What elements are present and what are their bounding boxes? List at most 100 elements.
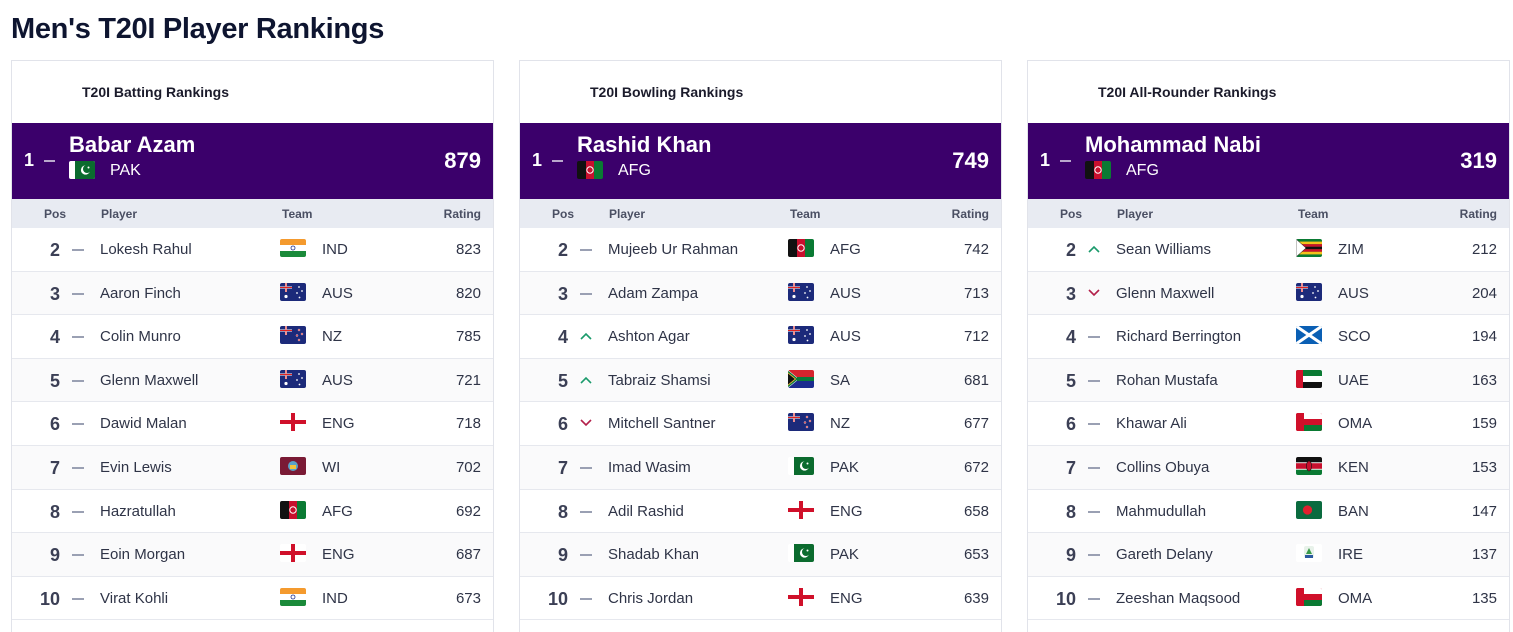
player-name-link[interactable]: Chris Jordan [608, 589, 694, 607]
table-row[interactable]: 9 Gareth Delany IRE 137 [1028, 533, 1509, 577]
player-name-link[interactable]: Mahmudullah [1116, 502, 1207, 520]
table-row[interactable]: 7 Evin Lewis WI 702 [12, 445, 493, 490]
team-code: AFG [830, 241, 861, 258]
table-row[interactable]: 5 Rohan Mustafa UAE 163 [1028, 358, 1509, 403]
table-row[interactable]: 3 Aaron Finch AUS 820 [12, 271, 493, 316]
table-header: Pos Player Team Rating [520, 199, 1001, 228]
leader-name[interactable]: Mohammad Nabi [1085, 132, 1262, 157]
player-name-link[interactable]: Mitchell Santner [608, 415, 716, 433]
table-row[interactable]: 8 Mahmudullah BAN 147 [1028, 489, 1509, 534]
row-position: 3 [1065, 283, 1076, 304]
table-row[interactable]: 4 Richard Berrington SCO 194 [1028, 315, 1509, 359]
leader-row[interactable]: 1 Rashid Khan AFG 749 [520, 123, 1001, 199]
row-position: 3 [557, 283, 568, 304]
table-row[interactable]: 6 Dawid Malan ENG 718 [12, 402, 493, 446]
player-name-link[interactable]: Adam Zampa [608, 284, 699, 302]
player-name-link[interactable]: Imad Wasim [608, 458, 691, 476]
player-name-link[interactable]: Tabraiz Shamsi [608, 371, 711, 389]
rankings-list: 2 Lokesh Rahul IND 823 3 Aaron Finch AUS 820 4 Co… [12, 228, 493, 621]
table-row[interactable]: 2 Lokesh Rahul IND 823 [12, 228, 493, 272]
player-name-link[interactable]: Glenn Maxwell [1116, 284, 1215, 302]
move-same-icon [72, 249, 84, 261]
table-row[interactable]: 5 Tabraiz Shamsi SA 681 [520, 358, 1001, 403]
player-name-link[interactable]: Ashton Agar [608, 328, 690, 346]
move-same-icon [580, 597, 592, 610]
row-position: 5 [49, 370, 60, 391]
table-row[interactable]: 9 Eoin Morgan ENG 687 [12, 533, 493, 577]
move-same-icon [1088, 423, 1100, 435]
table-row[interactable]: 8 Hazratullah AFG 692 [12, 489, 493, 534]
table-row[interactable]: 6 Khawar Ali OMA 159 [1028, 402, 1509, 446]
afg-flag [577, 161, 603, 179]
leader-name[interactable]: Babar Azam [69, 132, 196, 157]
table-row[interactable]: 4 Ashton Agar AUS 712 [520, 315, 1001, 359]
player-name-link[interactable]: Sean Williams [1116, 241, 1212, 258]
table-row[interactable]: 8 Adil Rashid ENG 658 [520, 489, 1001, 534]
team-code: ENG [830, 589, 863, 607]
ire-flag [1296, 544, 1322, 563]
move-same-icon [580, 249, 592, 261]
team-code: SA [830, 371, 851, 389]
table-row[interactable]: 7 Collins Obuya KEN 153 [1028, 445, 1509, 490]
table-row[interactable]: 4 Colin Munro NZ 785 [12, 315, 493, 359]
move-same-icon [1060, 160, 1071, 162]
table-row[interactable]: 5 Glenn Maxwell AUS 721 [12, 358, 493, 403]
pak-flag [788, 544, 814, 563]
player-name-link[interactable]: Virat Kohli [100, 589, 169, 607]
move-same-icon [72, 423, 84, 435]
table-row[interactable]: 2 Sean Williams ZIM 212 [1028, 228, 1509, 272]
rating-value: 712 [963, 328, 989, 346]
row-position: 9 [557, 545, 568, 566]
move-same-icon [580, 510, 592, 523]
table-row[interactable]: 9 Shadab Khan PAK 653 [520, 533, 1001, 577]
header-pos: Pos [552, 207, 575, 221]
move-same-icon [72, 336, 84, 348]
player-name-link[interactable]: Rohan Mustafa [1116, 371, 1218, 389]
team-code: UAE [1338, 371, 1369, 389]
table-row[interactable]: 2 Mujeeb Ur Rahman AFG 742 [520, 228, 1001, 272]
move-same-icon [72, 466, 84, 479]
sa-flag [788, 369, 814, 388]
player-name-link[interactable]: Aaron Finch [100, 284, 181, 302]
leader-team: AFG [1126, 162, 1159, 179]
move-down-icon [580, 419, 592, 431]
leader-row[interactable]: 1 Mohammad Nabi AFG 319 [1028, 123, 1509, 199]
pak-flag [788, 456, 814, 475]
table-row[interactable]: 6 Mitchell Santner NZ 677 [520, 402, 1001, 446]
ind-flag [280, 587, 306, 606]
table-row[interactable]: 7 Imad Wasim PAK 672 [520, 445, 1001, 490]
player-name-link[interactable]: Lokesh Rahul [100, 241, 192, 258]
player-name-link[interactable]: Shadab Khan [608, 546, 699, 564]
zim-flag [1296, 239, 1322, 257]
player-name-link[interactable]: Richard Berrington [1116, 328, 1242, 346]
move-same-icon [1088, 379, 1100, 392]
leader-name[interactable]: Rashid Khan [577, 132, 712, 157]
table-row[interactable]: 3 Adam Zampa AUS 713 [520, 271, 1001, 316]
player-name-link[interactable]: Gareth Delany [1116, 546, 1213, 564]
player-name-link[interactable]: Khawar Ali [1116, 415, 1187, 433]
rankings-list: 2 Mujeeb Ur Rahman AFG 742 3 Adam Zampa AUS 713… [520, 228, 1001, 621]
aus-flag [788, 282, 814, 301]
team-code: WI [322, 458, 341, 476]
player-name-link[interactable]: Dawid Malan [100, 415, 187, 433]
player-name-link[interactable]: Colin Munro [100, 328, 181, 346]
player-name-link[interactable]: Hazratullah [100, 502, 176, 520]
player-name-link[interactable]: Mujeeb Ur Rahman [608, 241, 739, 258]
player-name-link[interactable]: Zeeshan Maqsood [1116, 589, 1241, 607]
table-row[interactable]: 10 Chris Jordan ENG 639 [520, 576, 1001, 621]
sco-flag [1296, 326, 1322, 345]
table-row[interactable]: 10 Zeeshan Maqsood OMA 135 [1028, 576, 1509, 621]
player-name-link[interactable]: Evin Lewis [100, 458, 172, 476]
row-position: 2 [557, 240, 568, 260]
player-name-link[interactable]: Collins Obuya [1116, 458, 1210, 476]
table-row[interactable]: 10 Virat Kohli IND 673 [12, 576, 493, 621]
rating-value: 687 [455, 546, 481, 564]
player-name-link[interactable]: Eoin Morgan [100, 546, 186, 564]
player-name-link[interactable]: Adil Rashid [608, 502, 684, 520]
afg-flag [1085, 161, 1111, 179]
player-name-link[interactable]: Glenn Maxwell [100, 371, 199, 389]
leader-row[interactable]: 1 Babar Azam PAK 879 [12, 123, 493, 199]
move-same-icon [580, 292, 592, 305]
table-row[interactable]: 3 Glenn Maxwell AUS 204 [1028, 271, 1509, 316]
header-player: Player [609, 207, 646, 221]
